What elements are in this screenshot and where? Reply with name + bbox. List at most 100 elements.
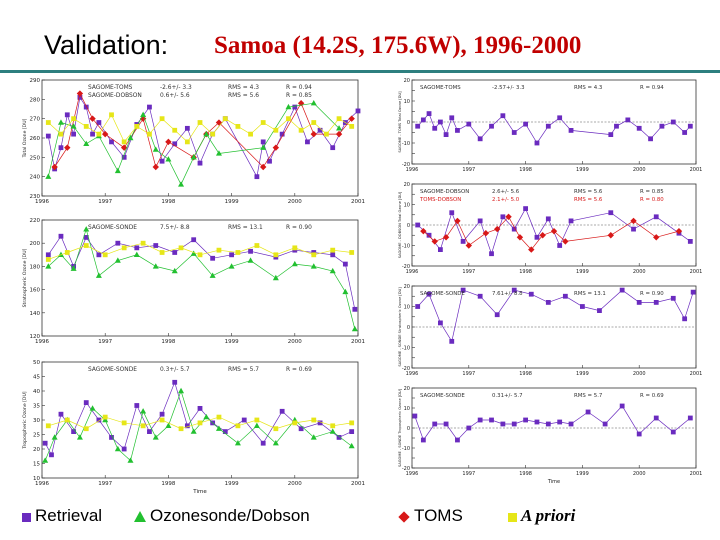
annotation-bias: 7.61+/- 8.8 bbox=[492, 291, 523, 297]
data-point bbox=[209, 272, 216, 278]
legend-toms-diamond-icon bbox=[398, 511, 410, 523]
annotation-rms: RMS = 4.3 bbox=[574, 85, 602, 91]
x-tick-label: 1998 bbox=[161, 339, 175, 345]
data-point bbox=[77, 95, 83, 100]
data-point bbox=[545, 300, 551, 305]
x-tick-label: 1999 bbox=[576, 167, 589, 173]
annotation-r: R = 0.85 bbox=[640, 189, 664, 195]
data-point bbox=[172, 127, 178, 133]
data-point bbox=[90, 131, 95, 137]
data-point bbox=[317, 420, 323, 426]
data-point bbox=[64, 250, 70, 255]
x-tick-label: 1996 bbox=[406, 471, 419, 477]
data-point bbox=[348, 442, 355, 449]
annotation-r: R = 0.90 bbox=[286, 225, 312, 231]
x-tick-label: 1997 bbox=[462, 371, 475, 377]
data-point bbox=[562, 293, 568, 299]
data-point bbox=[70, 123, 77, 129]
data-point bbox=[614, 123, 619, 129]
data-point bbox=[292, 420, 298, 426]
x-tick-label: 1996 bbox=[406, 167, 419, 173]
data-point bbox=[121, 245, 127, 251]
data-point bbox=[625, 117, 631, 123]
data-point bbox=[523, 121, 528, 127]
data-point bbox=[83, 243, 89, 248]
data-point bbox=[466, 425, 472, 431]
data-point bbox=[184, 139, 190, 145]
data-point bbox=[203, 413, 210, 420]
data-point bbox=[273, 252, 279, 258]
data-point bbox=[45, 423, 51, 429]
data-point bbox=[64, 112, 70, 118]
series-a-priori bbox=[45, 414, 355, 432]
data-point bbox=[140, 111, 147, 117]
series-ozonesonde-dobson bbox=[45, 226, 358, 332]
data-point bbox=[426, 291, 432, 297]
annotation-rms: RMS = 13.1 bbox=[228, 225, 263, 231]
data-point bbox=[310, 100, 317, 106]
data-point bbox=[190, 428, 197, 434]
data-point bbox=[557, 243, 563, 248]
x-tick-label: 1998 bbox=[519, 269, 532, 275]
data-point bbox=[420, 227, 427, 235]
data-point bbox=[477, 293, 483, 299]
data-point bbox=[134, 124, 140, 129]
annotation-rms: RMS = 5.7 bbox=[228, 367, 259, 373]
x-tick-label: 1997 bbox=[98, 339, 112, 345]
data-point bbox=[330, 423, 336, 429]
data-point bbox=[489, 417, 494, 423]
y-tick-label: 0 bbox=[407, 426, 410, 432]
data-point bbox=[120, 144, 128, 151]
data-point bbox=[267, 158, 272, 164]
x-tick-label: 2000 bbox=[288, 199, 302, 205]
left-chart-stratospheric-ozone: 120 140 160 180 200 220 1996 1997 1998 1999 2000 20… bbox=[22, 218, 365, 345]
data-point bbox=[460, 239, 466, 244]
annotation-bias: -2.57+/- 3.3 bbox=[492, 85, 525, 91]
y-tick-label: 160 bbox=[30, 288, 41, 294]
data-point bbox=[351, 325, 358, 332]
data-point bbox=[197, 160, 203, 166]
annotation-name: SAGOME-SONDE bbox=[420, 393, 465, 399]
data-point bbox=[310, 434, 317, 440]
series-line bbox=[47, 102, 340, 186]
data-point bbox=[58, 131, 64, 137]
data-point bbox=[336, 116, 342, 122]
data-point bbox=[83, 140, 90, 146]
data-point bbox=[147, 131, 152, 137]
y-tick-label: 10 bbox=[404, 203, 410, 209]
data-point bbox=[42, 440, 48, 446]
data-point bbox=[659, 123, 665, 129]
data-point bbox=[348, 115, 355, 122]
y-tick-label: 220 bbox=[30, 218, 41, 224]
data-point bbox=[670, 295, 676, 301]
data-point bbox=[57, 119, 64, 125]
annotation-bias: 7.5+/- 8.8 bbox=[160, 225, 190, 231]
x-tick-label: 1999 bbox=[225, 339, 239, 345]
data-point bbox=[636, 431, 642, 437]
annotation-r: R = 0.69 bbox=[640, 393, 664, 399]
annotation-bias: 0.6+/- 5.6 bbox=[160, 93, 190, 99]
legend-apriori-swatch bbox=[508, 513, 517, 522]
plot-frame bbox=[41, 79, 359, 197]
annotation-r: R = 0.94 bbox=[640, 85, 664, 91]
data-point bbox=[45, 252, 51, 258]
data-point bbox=[545, 421, 551, 427]
data-point bbox=[114, 167, 121, 174]
annotation-rms: RMS = 5.6 bbox=[228, 93, 259, 99]
data-point bbox=[83, 226, 90, 232]
x-tick-label: 1999 bbox=[225, 199, 239, 205]
data-point bbox=[210, 131, 216, 137]
x-tick-label: 1999 bbox=[576, 371, 589, 377]
data-point bbox=[190, 250, 197, 256]
data-point bbox=[653, 214, 659, 220]
data-point bbox=[682, 316, 688, 322]
data-point bbox=[426, 111, 432, 116]
legend-sonde: Ozonesonde/Dobson bbox=[134, 506, 310, 528]
legend-retrieval-label: Retrieval bbox=[35, 506, 103, 525]
y-tick-label: -20 bbox=[402, 366, 410, 372]
x-tick-label: 1997 bbox=[462, 471, 475, 477]
data-point bbox=[636, 300, 642, 305]
data-point bbox=[285, 103, 292, 110]
data-point bbox=[178, 245, 184, 251]
data-point bbox=[460, 287, 466, 293]
